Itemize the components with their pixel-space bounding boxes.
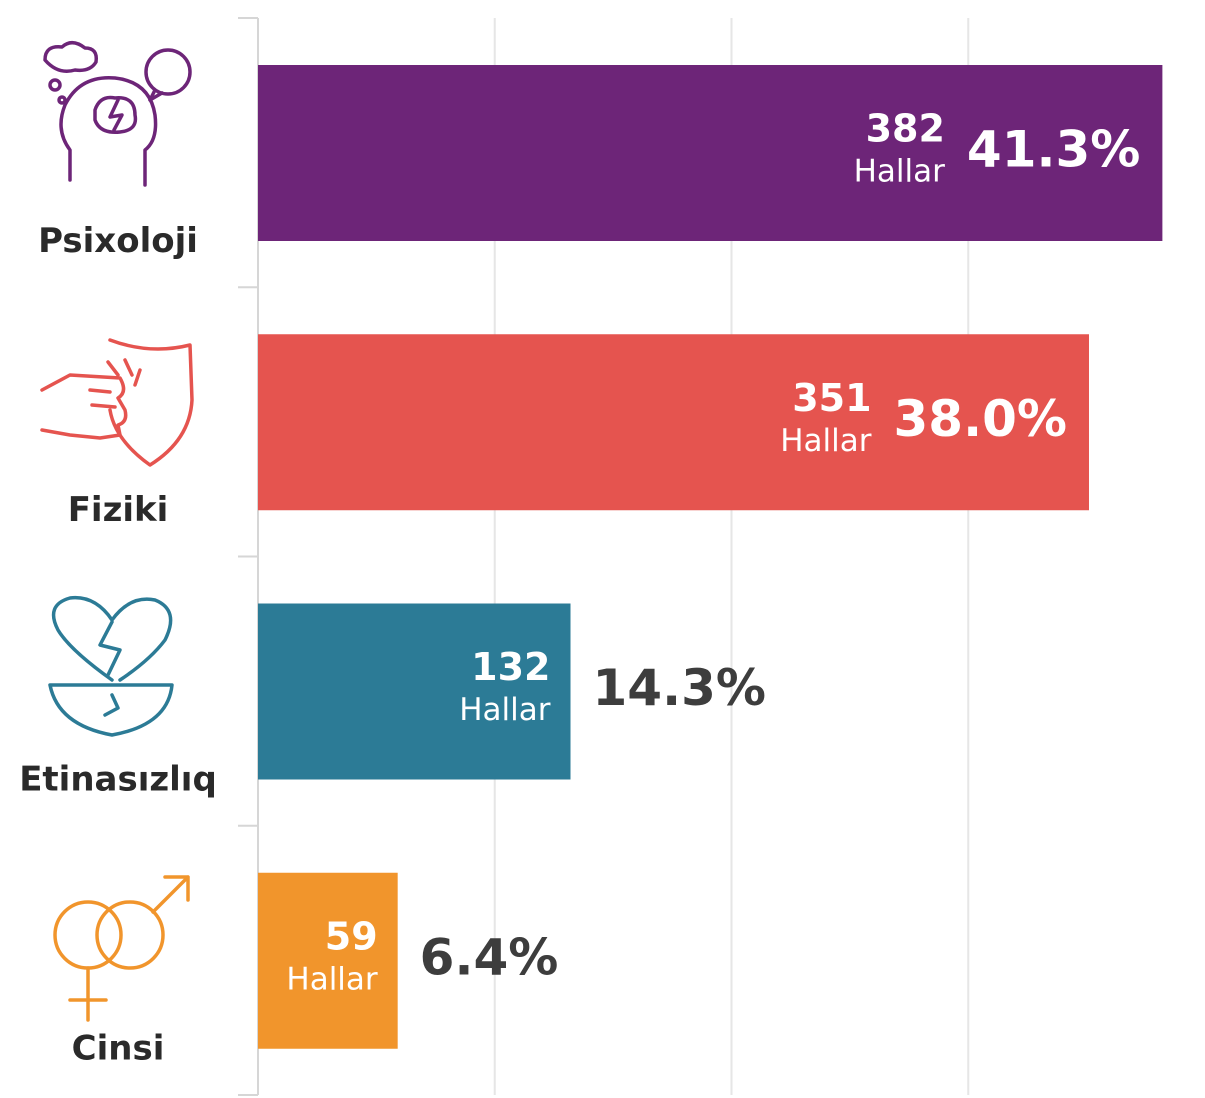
category-label: Fiziki — [68, 490, 169, 530]
bar — [258, 603, 571, 780]
count-label: 351 — [792, 376, 871, 420]
bar — [258, 65, 1163, 241]
percent-label: 38.0% — [894, 390, 1067, 448]
category-label: Psixoloji — [38, 221, 198, 261]
unit-label: Hallar — [286, 961, 378, 997]
percent-label: 6.4% — [420, 928, 559, 986]
unit-label: Hallar — [854, 154, 946, 190]
category-label: Etinasızlıq — [19, 759, 217, 799]
bar — [258, 334, 1089, 511]
icon-physical — [40, 338, 194, 467]
count-label: 132 — [471, 645, 550, 689]
count-label: 59 — [325, 914, 378, 958]
bar — [258, 872, 398, 1049]
icons — [40, 41, 194, 1022]
count-label: 382 — [866, 107, 945, 151]
icon-neglect — [48, 595, 174, 737]
unit-label: Hallar — [780, 423, 872, 459]
icon-sexual — [53, 875, 190, 1022]
percent-label: 41.3% — [967, 121, 1140, 179]
icon-psychology — [43, 41, 192, 187]
percent-label: 14.3% — [593, 659, 766, 717]
category-label: Cinsi — [72, 1029, 165, 1069]
unit-label: Hallar — [459, 692, 551, 728]
